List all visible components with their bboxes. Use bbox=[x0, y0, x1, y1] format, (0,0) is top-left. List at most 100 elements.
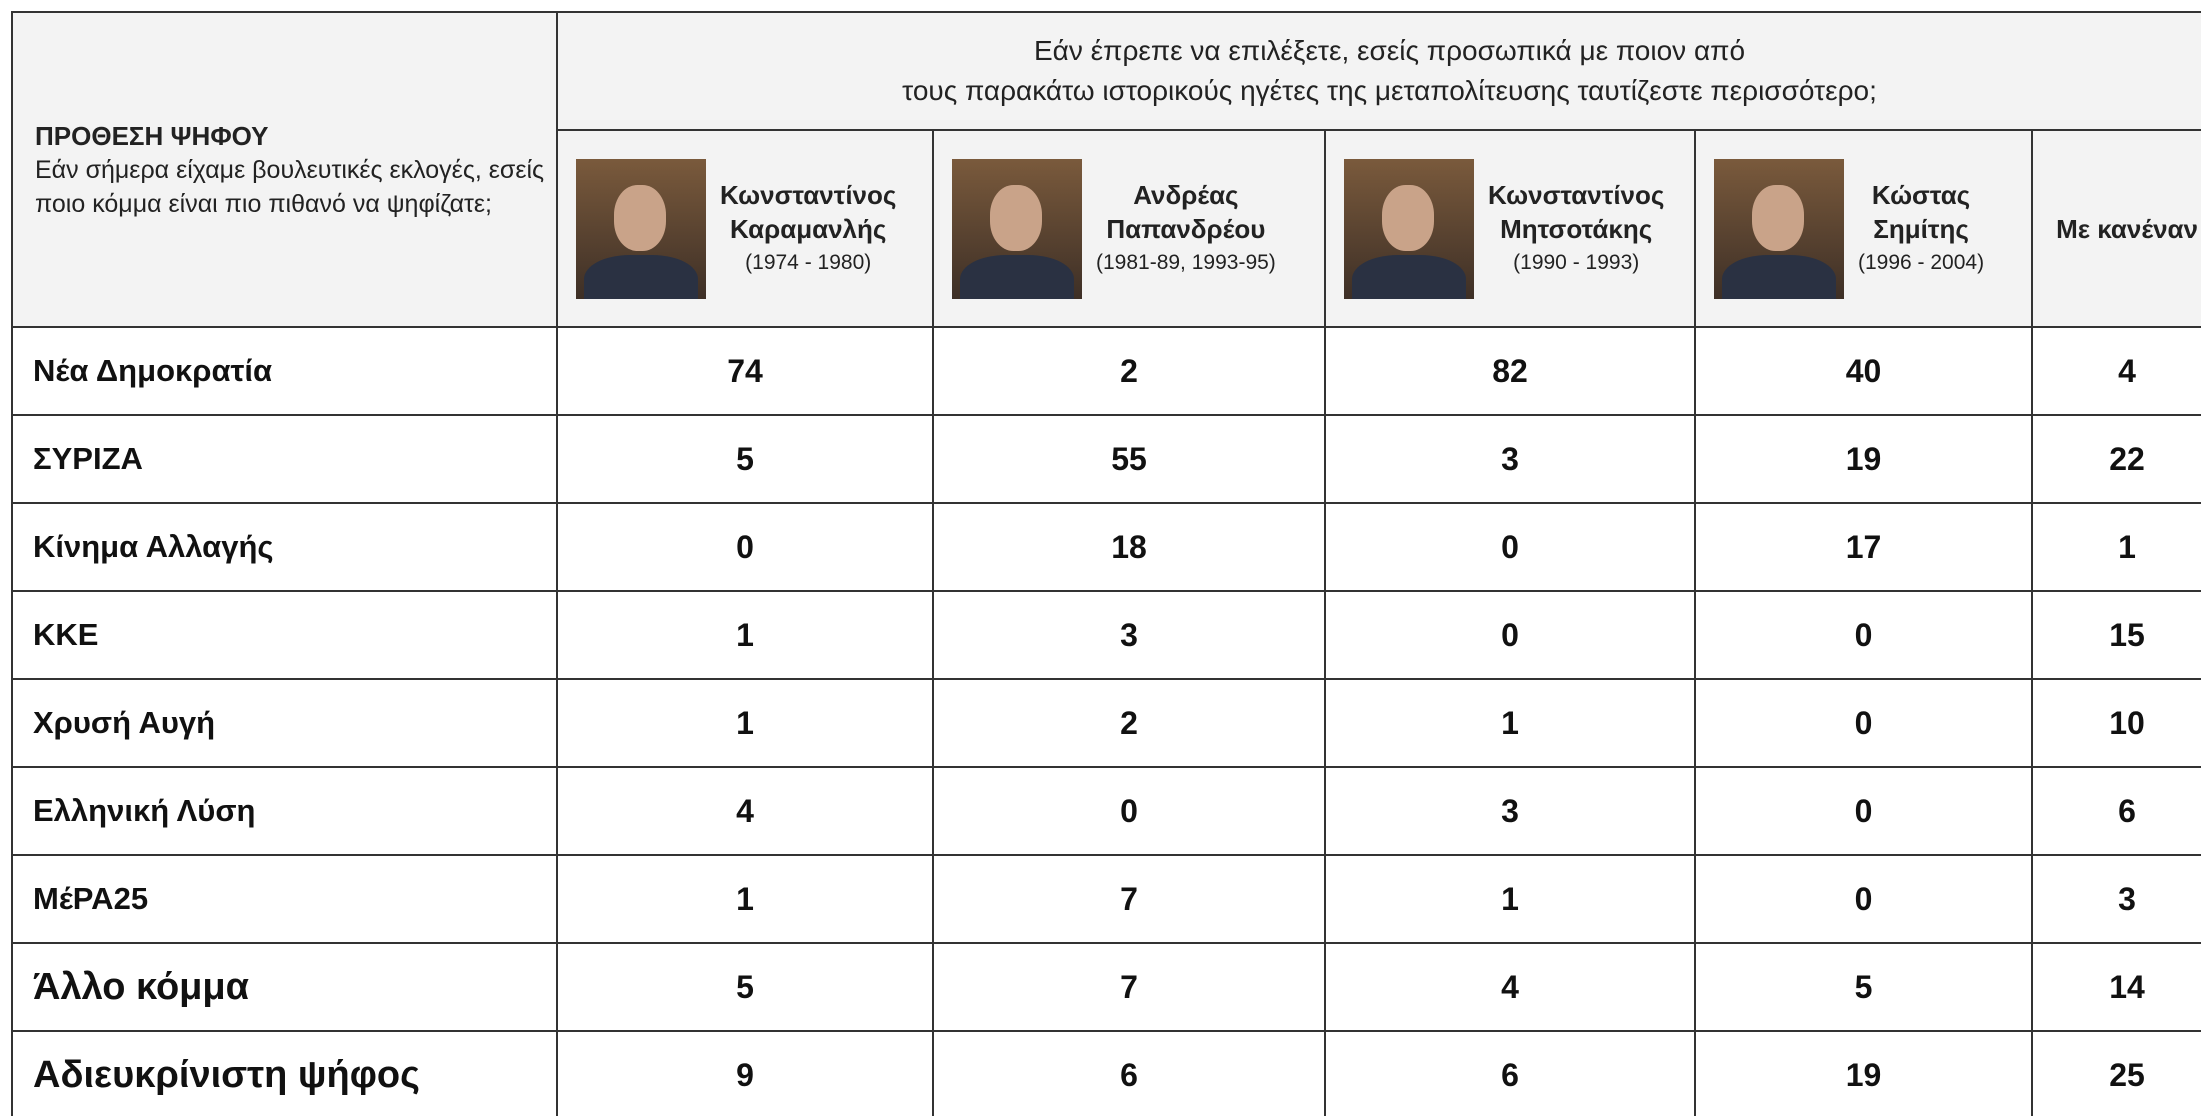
cell-value: 4 bbox=[556, 766, 934, 856]
cell-value: 5 bbox=[556, 414, 934, 504]
table-row: ΚΚΕ 1 3 0 0 15 bbox=[11, 590, 2201, 680]
cell-value: 0 bbox=[1324, 590, 1696, 680]
cell-value: 5 bbox=[556, 942, 934, 1032]
table-row: Ελληνική Λύση 4 0 3 0 6 bbox=[11, 766, 2201, 856]
cell-value: 22 bbox=[2030, 414, 2201, 504]
cell-value: 74 bbox=[556, 326, 934, 416]
cell-value: 9 bbox=[556, 1030, 934, 1116]
cell-value: 1 bbox=[556, 678, 934, 768]
leader-name: Κωνσταντίνος Καραμανλής (1974 - 1980) bbox=[720, 178, 896, 280]
cell-value: 0 bbox=[1324, 502, 1696, 592]
cell-value: 0 bbox=[1694, 590, 2033, 680]
cell-value: 2 bbox=[932, 326, 1326, 416]
party-label: Χρυσή Αυγή bbox=[11, 678, 558, 768]
leader: Με κανέναν bbox=[2056, 213, 2198, 244]
photo-face bbox=[1752, 184, 1804, 251]
photo-suit bbox=[584, 254, 698, 299]
cell-value: 6 bbox=[2030, 766, 2201, 856]
cell-value: 7 bbox=[932, 854, 1326, 944]
cell-value: 10 bbox=[2030, 678, 2201, 768]
cell-value: 55 bbox=[932, 414, 1326, 504]
party-label: Αδιευκρίνιστη ψήφος bbox=[11, 1030, 558, 1116]
leader: Κωνσταντίνος Μητσοτάκης (1990 - 1993) bbox=[1326, 158, 1694, 299]
question-line: Εάν έπρεπε να επιλέξετε, εσείς προσωπικά… bbox=[1034, 35, 1746, 66]
cell-value: 15 bbox=[2030, 590, 2201, 680]
party-label: ΜέΡΑ25 bbox=[11, 854, 558, 944]
cell-value: 1 bbox=[1324, 678, 1696, 768]
cell-value: 0 bbox=[1694, 766, 2033, 856]
row-header: ΠΡΟΘΕΣΗ ΨΗΦΟΥ Εάν σήμερα είχαμε βουλευτι… bbox=[11, 11, 558, 328]
photo-face bbox=[1382, 184, 1434, 251]
last-name: Μητσοτάκης bbox=[1500, 213, 1653, 244]
column-header: Κώστας Σημίτης (1996 - 2004) bbox=[1694, 129, 2033, 328]
term-years: (1981-89, 1993-95) bbox=[1096, 250, 1276, 274]
term-years: (1990 - 1993) bbox=[1513, 250, 1640, 274]
cell-value: 6 bbox=[1324, 1030, 1696, 1116]
column-header: Με κανέναν bbox=[2030, 129, 2201, 328]
cell-value: 18 bbox=[932, 502, 1326, 592]
party-label: ΚΚΕ bbox=[11, 590, 558, 680]
cell-value: 1 bbox=[2030, 502, 2201, 592]
cell-value: 3 bbox=[2030, 854, 2201, 944]
table-row: Χρυσή Αυγή 1 2 1 0 10 bbox=[11, 678, 2201, 768]
cell-value: 0 bbox=[932, 766, 1326, 856]
cell-value: 1 bbox=[556, 854, 934, 944]
cell-value: 82 bbox=[1324, 326, 1696, 416]
cell-value: 25 bbox=[2030, 1030, 2201, 1116]
cell-value: 6 bbox=[932, 1030, 1326, 1116]
first-name: Κωνσταντίνος bbox=[1488, 179, 1665, 210]
photo-suit bbox=[1352, 254, 1466, 299]
cell-value: 40 bbox=[1694, 326, 2033, 416]
leader-name: Κωνσταντίνος Μητσοτάκης (1990 - 1993) bbox=[1488, 178, 1664, 280]
last-name: Παπανδρέου bbox=[1106, 213, 1266, 244]
column-header: Κωνσταντίνος Καραμανλής (1974 - 1980) bbox=[556, 129, 934, 328]
cell-value: 3 bbox=[932, 590, 1326, 680]
party-label: Κίνημα Αλλαγής bbox=[11, 502, 558, 592]
term-years: (1974 - 1980) bbox=[745, 250, 872, 274]
party-label: Ελληνική Λύση bbox=[11, 766, 558, 856]
cell-value: 1 bbox=[556, 590, 934, 680]
cell-value: 5 bbox=[1694, 942, 2033, 1032]
table-row: Κίνημα Αλλαγής 0 18 0 17 1 bbox=[11, 502, 2201, 592]
leader: Ανδρέας Παπανδρέου (1981-89, 1993-95) bbox=[934, 158, 1324, 299]
cell-value: 3 bbox=[1324, 414, 1696, 504]
cell-value: 0 bbox=[1694, 854, 2033, 944]
table-row: Άλλο κόμμα 5 7 4 5 14 bbox=[11, 942, 2201, 1032]
party-label: Νέα Δημοκρατία bbox=[11, 326, 558, 416]
first-name: Ανδρέας bbox=[1133, 179, 1239, 210]
cell-value: 19 bbox=[1694, 414, 2033, 504]
first-name: Κώστας bbox=[1871, 179, 1971, 210]
leader-photo bbox=[1344, 158, 1474, 299]
column-header: Κωνσταντίνος Μητσοτάκης (1990 - 1993) bbox=[1324, 129, 1696, 328]
row-header-question: Εάν σήμερα είχαμε βουλευτικές εκλογές, ε… bbox=[35, 155, 545, 218]
leader-photo bbox=[576, 158, 706, 299]
last-name: Καραμανλής bbox=[729, 213, 887, 244]
cell-value: 19 bbox=[1694, 1030, 2033, 1116]
cell-value: 17 bbox=[1694, 502, 2033, 592]
column-header: Ανδρέας Παπανδρέου (1981-89, 1993-95) bbox=[932, 129, 1326, 328]
cell-value: 1 bbox=[1324, 854, 1696, 944]
photo-face bbox=[614, 184, 666, 251]
first-name: Κωνσταντίνος bbox=[720, 179, 897, 210]
cell-value: 4 bbox=[1324, 942, 1696, 1032]
leader-name: Κώστας Σημίτης (1996 - 2004) bbox=[1858, 178, 1984, 280]
cell-value: 3 bbox=[1324, 766, 1696, 856]
last-name: Σημίτης bbox=[1873, 213, 1969, 244]
leader: Κωνσταντίνος Καραμανλής (1974 - 1980) bbox=[558, 158, 932, 299]
leader-name: Ανδρέας Παπανδρέου (1981-89, 1993-95) bbox=[1096, 178, 1276, 280]
leader-photo bbox=[1714, 158, 1844, 299]
term-years: (1996 - 2004) bbox=[1858, 250, 1985, 274]
table-row: ΜέΡΑ25 1 7 1 0 3 bbox=[11, 854, 2201, 944]
table-row: ΣΥΡΙΖΑ 5 55 3 19 22 bbox=[11, 414, 2201, 504]
results-table: ΠΡΟΘΕΣΗ ΨΗΦΟΥ Εάν σήμερα είχαμε βουλευτι… bbox=[11, 11, 2201, 1116]
cell-value: 0 bbox=[1694, 678, 2033, 768]
row-header-title: ΠΡΟΘΕΣΗ ΨΗΦΟΥ bbox=[35, 120, 269, 151]
photo-suit bbox=[960, 254, 1074, 299]
party-label: Άλλο κόμμα bbox=[11, 942, 558, 1032]
cell-value: 0 bbox=[556, 502, 934, 592]
column-question: Εάν έπρεπε να επιλέξετε, εσείς προσωπικά… bbox=[555, 11, 2201, 131]
cell-value: 14 bbox=[2030, 942, 2201, 1032]
photo-suit bbox=[1722, 254, 1836, 299]
photo-face bbox=[990, 184, 1042, 251]
